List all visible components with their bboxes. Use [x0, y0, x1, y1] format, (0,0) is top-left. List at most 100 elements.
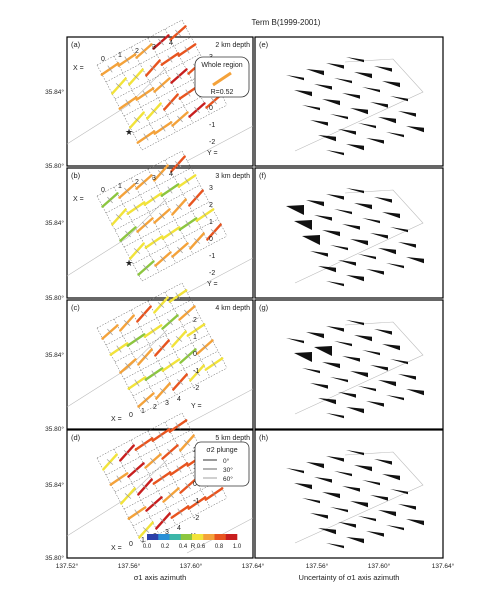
uncertainty-wedge	[342, 93, 360, 99]
grid-line	[164, 159, 211, 246]
colorbar-segment	[180, 534, 193, 540]
sigma2-tick	[141, 440, 147, 448]
depth-label: 5 km depth	[215, 435, 250, 442]
grid-tick-x: 4	[169, 40, 173, 47]
y-tick-label: 35.84°	[45, 88, 64, 96]
uncertainty-wedge	[398, 242, 416, 248]
sigma2-tick	[194, 106, 200, 114]
uncertainty-wedge	[366, 401, 384, 407]
panel-label: (c)	[71, 303, 80, 312]
uncertainty-wedge	[346, 537, 364, 544]
uncertainty-wedge	[386, 395, 404, 401]
grid-line	[96, 195, 143, 282]
sigma2-tick	[185, 352, 191, 360]
panel-frame	[66, 299, 254, 430]
uncertainty-wedge	[342, 224, 360, 230]
uncertainty-wedge	[338, 260, 356, 266]
uncertainty-wedge	[346, 275, 364, 282]
x-prefix-label: X =	[73, 196, 84, 203]
uncertainty-wedge	[306, 69, 324, 76]
grid-tick-x: 3	[152, 44, 156, 51]
uncertainty-wedge	[306, 200, 324, 207]
region-outline	[294, 451, 424, 544]
uncertainty-wedge	[350, 108, 368, 115]
sigma2-tick	[175, 336, 183, 342]
uncertainty-wedge	[382, 81, 400, 88]
grid-line	[105, 167, 192, 214]
uncertainty-wedge	[390, 96, 408, 102]
colorbar-tick: 0.4	[179, 544, 188, 550]
uncertainty-wedge	[350, 239, 368, 246]
uncertainty-wedge	[398, 504, 416, 510]
sigma2-tick	[116, 475, 122, 483]
uncertainty-wedge	[378, 248, 396, 255]
sigma2-tick	[159, 388, 167, 394]
sigma2-tick	[150, 457, 156, 465]
sigma2-tick	[158, 431, 164, 439]
uncertainty-wedge	[326, 456, 344, 462]
grid-line	[141, 367, 228, 414]
uncertainty-wedge	[374, 197, 392, 203]
uncertainty-wedge	[302, 498, 320, 504]
depth-label: 4 km depth	[215, 305, 250, 312]
uncertainty-wedge	[382, 344, 400, 351]
grid-line	[123, 70, 210, 117]
uncertainty-wedge	[286, 205, 304, 215]
uncertainty-wedge	[326, 326, 344, 332]
sigma2-tick	[123, 320, 131, 326]
grid-line	[123, 201, 210, 248]
grid-tick-y: -1	[209, 253, 215, 260]
uncertainty-wedge	[378, 117, 396, 124]
grid-tick-x: 1	[118, 183, 122, 190]
y-suffix-label: Y =	[207, 150, 218, 157]
colorbar-segment	[214, 534, 227, 540]
sigma2-tick	[141, 47, 147, 55]
sigma2-tick	[142, 221, 148, 229]
grid-line	[123, 463, 210, 510]
y-tick-label: 35.84°	[45, 219, 64, 227]
uncertainty-wedge	[338, 522, 356, 528]
sigma2-tick	[193, 238, 201, 244]
colorbar-tick: 0.6	[197, 544, 206, 550]
x-tick-label: 137.52°	[56, 562, 79, 570]
epicenter-star: ★	[125, 258, 133, 268]
sigma2-tick	[150, 195, 156, 203]
sigma2-tick	[124, 493, 132, 499]
sigma2-tick	[133, 466, 139, 474]
sigma2-tick	[211, 490, 217, 498]
uncertainty-wedge	[306, 462, 324, 469]
grid-line	[141, 104, 228, 151]
uncertainty-wedge	[326, 413, 344, 419]
grid-line	[130, 309, 177, 396]
uncertainty-wedge	[386, 263, 404, 269]
uncertainty-wedge	[326, 150, 344, 156]
uncertainty-wedge	[346, 407, 364, 414]
uncertainty-wedge	[302, 105, 320, 111]
sigma2-tick	[160, 124, 166, 132]
y-tick-label: 35.84°	[45, 481, 64, 489]
uncertainty-wedge	[322, 492, 340, 499]
uncertainty-wedge	[318, 135, 336, 142]
panel-label: (b)	[71, 171, 81, 180]
sigma2-tick	[168, 361, 174, 369]
sigma2-tick	[177, 246, 183, 254]
grid-line	[113, 186, 160, 273]
sigma2-tick	[124, 187, 130, 195]
panel-label: (f)	[259, 171, 267, 180]
uncertainty-wedge	[334, 78, 352, 84]
grid-line	[96, 19, 183, 66]
panel-left-3: (c) 4 km depth 2 1 0 -1 -2 Y = X = 0 1 2 3 4	[66, 282, 254, 430]
uncertainty-wedge	[318, 266, 336, 273]
depth-label: 2 km depth	[215, 42, 250, 49]
uncertainty-wedge	[398, 111, 416, 117]
sigma2-tick	[140, 311, 148, 317]
grid-tick-x: 3	[165, 400, 169, 407]
uncertainty-wedge	[358, 254, 376, 260]
inset-value: R=0.52	[211, 89, 234, 96]
coastline	[66, 66, 168, 145]
sigma2-tick	[175, 204, 183, 210]
uncertainty-wedge	[374, 329, 392, 335]
sigma2-tick	[177, 115, 183, 123]
panel-label: (g)	[259, 303, 269, 312]
